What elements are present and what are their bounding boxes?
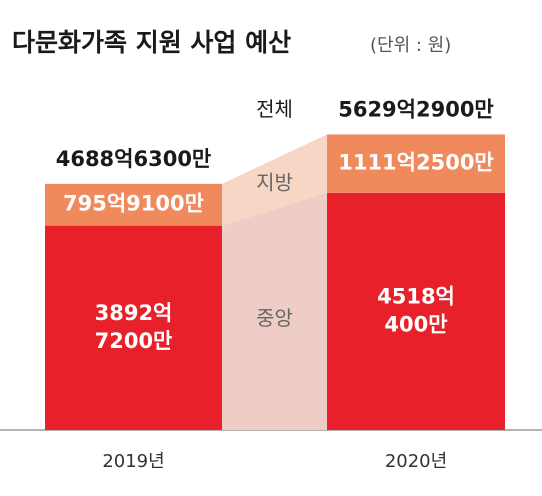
value-label-line: 400만 bbox=[384, 312, 447, 336]
value-label-line: 7200만 bbox=[95, 329, 173, 353]
value-label-line: 795억9100만 bbox=[63, 192, 204, 216]
bar-segment bbox=[45, 225, 222, 430]
value-label: 4518억 400만 bbox=[377, 284, 455, 336]
chart-subtitle: (단위 : 원) bbox=[370, 35, 451, 56]
value-label: 3892억 7200만 bbox=[95, 301, 173, 353]
bar-segment bbox=[45, 183, 222, 226]
value-label-line: 4518억 bbox=[377, 284, 455, 308]
bar-segment bbox=[327, 134, 505, 193]
series-label: 중앙 bbox=[256, 306, 293, 330]
value-label: 795억9100만 bbox=[63, 192, 204, 216]
value-label-line: 3892억 bbox=[95, 301, 173, 325]
value-label: 1111억2500만 bbox=[338, 151, 494, 175]
total-name: 전체 bbox=[256, 97, 293, 121]
total-label: 4688억6300만 bbox=[56, 147, 212, 171]
total-label: 5629억2900만 bbox=[338, 97, 494, 121]
x-tick-label: 2020년 bbox=[385, 451, 447, 472]
bar-segment bbox=[327, 192, 505, 430]
series-label: 지방 bbox=[256, 171, 293, 195]
connector bbox=[222, 134, 327, 226]
chart-title: 다문화가족 지원 사업 예산 bbox=[12, 28, 291, 57]
connector bbox=[222, 192, 327, 430]
value-label-line: 1111억2500만 bbox=[338, 151, 494, 175]
x-tick-label: 2019년 bbox=[102, 451, 164, 472]
